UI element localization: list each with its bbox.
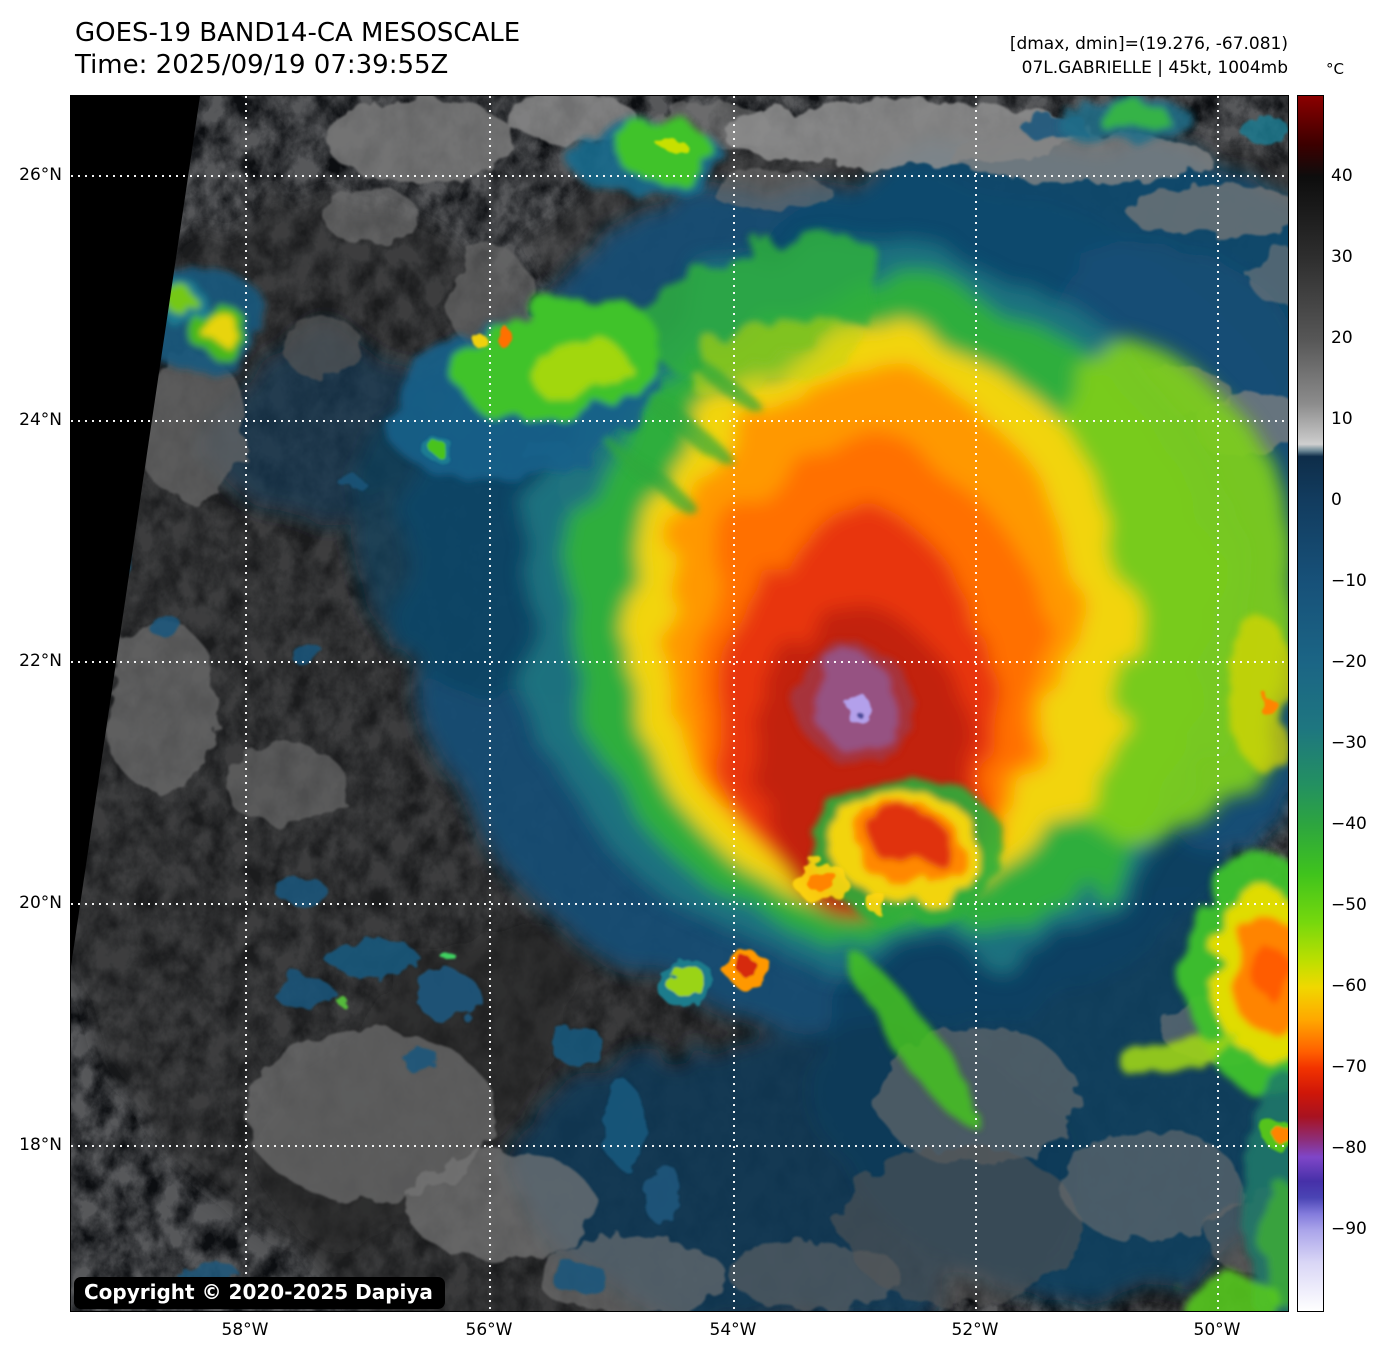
storm-small-hot-towers: [423, 136, 1288, 1150]
storm-system: [133, 96, 1288, 1311]
lat-axis-label: 18°N: [19, 1135, 62, 1155]
lat-axis-label: 22°N: [19, 651, 62, 671]
scan-edge-mask: [71, 96, 200, 966]
colorbar-unit-label: °C: [1326, 60, 1344, 78]
lon-axis-label: 54°W: [709, 1320, 757, 1340]
lat-axis-label: 24°N: [19, 410, 62, 430]
lat-axis-label: 20°N: [19, 893, 62, 913]
satellite-map: Copyright © 2020-2025 Dapiya: [70, 95, 1289, 1312]
colorbar-tick-label: −40: [1331, 814, 1367, 834]
colorbar-tick-label: −80: [1331, 1138, 1367, 1158]
colorbar-tick-label: −10: [1331, 571, 1367, 591]
colorbar-tick-label: 10: [1331, 409, 1353, 429]
colorbar-tick-label: 20: [1331, 328, 1353, 348]
colorbar: [1297, 95, 1324, 1312]
colorbar-tick-label: 30: [1331, 247, 1353, 267]
colorbar-tick-label: −20: [1331, 652, 1367, 672]
dmax-dmin-readout: [dmax, dmin]=(19.276, -67.081): [1009, 34, 1288, 54]
colorbar-tick-label: 40: [1331, 166, 1353, 186]
colorbar-gradient: [1298, 96, 1323, 1311]
storm-center-coldest-pixel: [846, 691, 868, 725]
lon-axis-label: 58°W: [221, 1320, 269, 1340]
satellite-image: [71, 96, 1288, 1311]
copyright-badge: Copyright © 2020-2025 Dapiya: [74, 1277, 445, 1309]
storm-info-readout: 07L.GABRIELLE | 45kt, 1004mb: [1021, 58, 1288, 78]
colorbar-tick-label: −30: [1331, 733, 1367, 753]
colorbar-tick-label: −90: [1331, 1219, 1367, 1239]
colorbar-tick-label: 0: [1331, 490, 1342, 510]
page-title: GOES-19 BAND14-CA MESOSCALE: [75, 18, 521, 48]
lon-axis-label: 56°W: [465, 1320, 513, 1340]
lon-axis-label: 50°W: [1193, 1320, 1241, 1340]
colorbar-tick-label: −50: [1331, 895, 1367, 915]
lon-axis-label: 52°W: [951, 1320, 999, 1340]
page-subtitle-time: Time: 2025/09/19 07:39:55Z: [75, 50, 449, 80]
colorbar-tick-label: −70: [1331, 1057, 1367, 1077]
lat-axis-label: 26°N: [19, 165, 62, 185]
colorbar-tick-label: −60: [1331, 976, 1367, 996]
